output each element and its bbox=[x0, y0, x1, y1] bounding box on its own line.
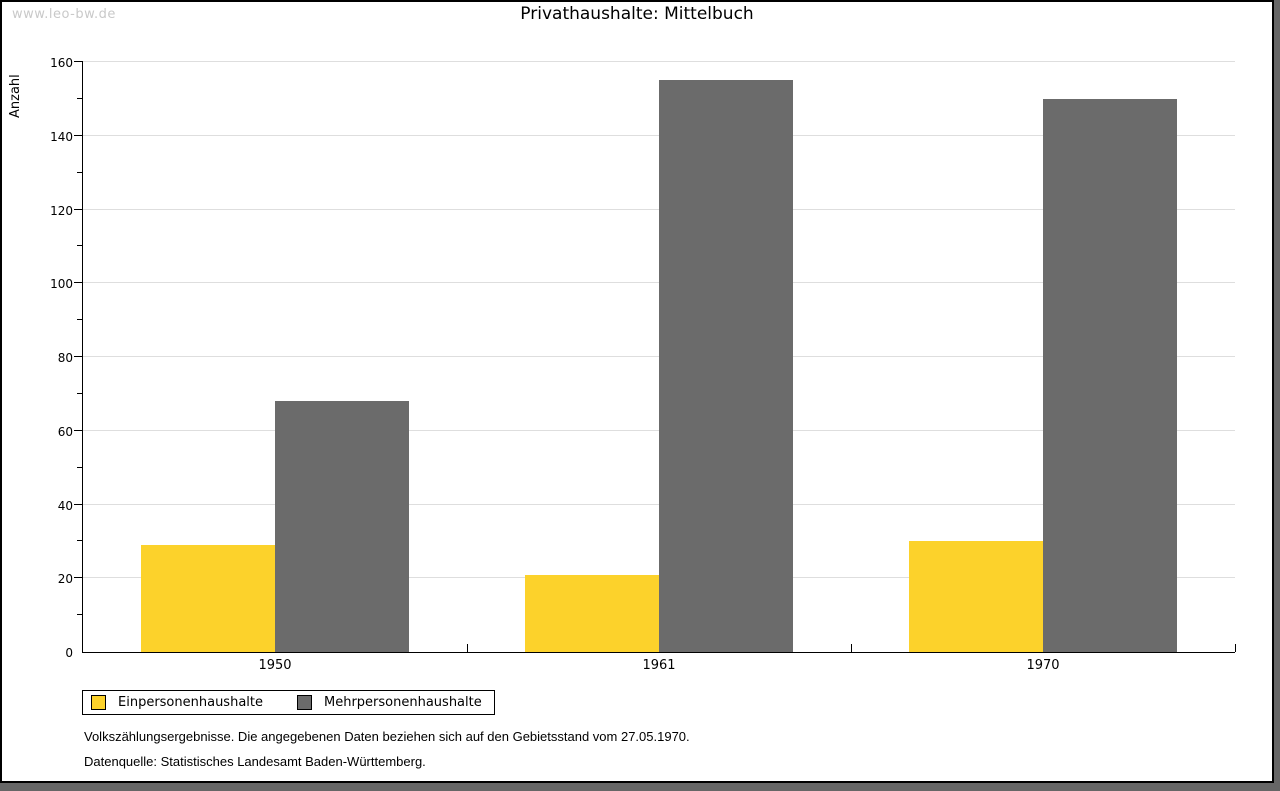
legend-label: Einpersonenhaushalte bbox=[118, 695, 263, 710]
bar-einpersonenhaushalte bbox=[524, 574, 659, 652]
y-axis-tick bbox=[74, 208, 83, 210]
y-axis-tick-label: 0 bbox=[65, 646, 73, 660]
y-axis-minor-tick bbox=[77, 614, 83, 616]
y-axis-tick-label: 140 bbox=[50, 129, 73, 144]
y-axis-minor-tick bbox=[77, 319, 83, 321]
y-axis-minor-tick bbox=[77, 245, 83, 247]
gridline bbox=[83, 61, 1235, 62]
y-axis-minor-tick bbox=[77, 540, 83, 542]
y-axis-minor-tick bbox=[77, 392, 83, 394]
legend-box: Einpersonenhaushalte Mehrpersonenhaushalt… bbox=[82, 690, 495, 715]
plot-area: 0 20 40 60 80 100 120 140 160 1950 1961 1970 bbox=[50, 56, 1236, 673]
y-axis-tick-label: 100 bbox=[50, 277, 73, 292]
footnotes: Volkszählungsergebnisse. Die angegebenen… bbox=[84, 724, 690, 774]
y-axis-tick-label: 40 bbox=[57, 498, 73, 513]
y-axis-minor-tick bbox=[77, 466, 83, 468]
bar-mehrpersonenhaushalte bbox=[659, 80, 794, 652]
bar-einpersonenhaushalte bbox=[908, 541, 1043, 652]
bar-einpersonenhaushalte bbox=[140, 545, 275, 652]
x-category-label: 1961 bbox=[642, 658, 676, 673]
y-axis-tick-label: 120 bbox=[50, 203, 73, 218]
y-axis-tick-label: 20 bbox=[57, 572, 73, 587]
legend-item: Einpersonenhaushalte bbox=[91, 695, 263, 710]
footnote-line: Volkszählungsergebnisse. Die angegebenen… bbox=[84, 729, 690, 744]
legend-label: Mehrpersonenhaushalte bbox=[324, 695, 482, 710]
y-axis-title: Anzahl bbox=[8, 74, 23, 118]
watermark-text: www.leo-bw.de bbox=[12, 7, 116, 22]
y-axis-tick bbox=[74, 356, 83, 357]
bar-mehrpersonenhaushalte bbox=[1043, 98, 1178, 652]
legend-swatch-icon bbox=[297, 695, 312, 710]
y-axis-tick-label: 160 bbox=[50, 56, 73, 70]
x-category-label: 1950 bbox=[258, 658, 292, 673]
x-category-label: 1970 bbox=[1026, 658, 1060, 673]
x-axis-tick bbox=[1235, 644, 1236, 652]
y-axis-tick bbox=[74, 282, 83, 284]
x-axis-tick bbox=[851, 644, 852, 652]
footnote-line: Datenquelle: Statistisches Landesamt Bad… bbox=[84, 754, 426, 769]
y-axis-tick-label: 60 bbox=[57, 424, 73, 439]
y-axis-tick-label: 80 bbox=[57, 351, 73, 365]
x-axis-tick bbox=[467, 644, 468, 652]
legend-swatch-icon bbox=[91, 695, 106, 710]
y-axis-tick bbox=[74, 577, 83, 579]
y-axis-tick bbox=[74, 61, 83, 62]
y-axis-minor-tick bbox=[77, 171, 83, 173]
y-axis-minor-tick bbox=[77, 97, 83, 99]
y-axis-tick bbox=[74, 429, 83, 431]
y-axis-tick bbox=[74, 503, 83, 505]
y-axis-tick bbox=[74, 134, 83, 136]
legend-item: Mehrpersonenhaushalte bbox=[297, 695, 482, 710]
bar-mehrpersonenhaushalte bbox=[275, 401, 410, 652]
chart-title: Privathaushalte: Mittelbuch bbox=[520, 4, 754, 24]
